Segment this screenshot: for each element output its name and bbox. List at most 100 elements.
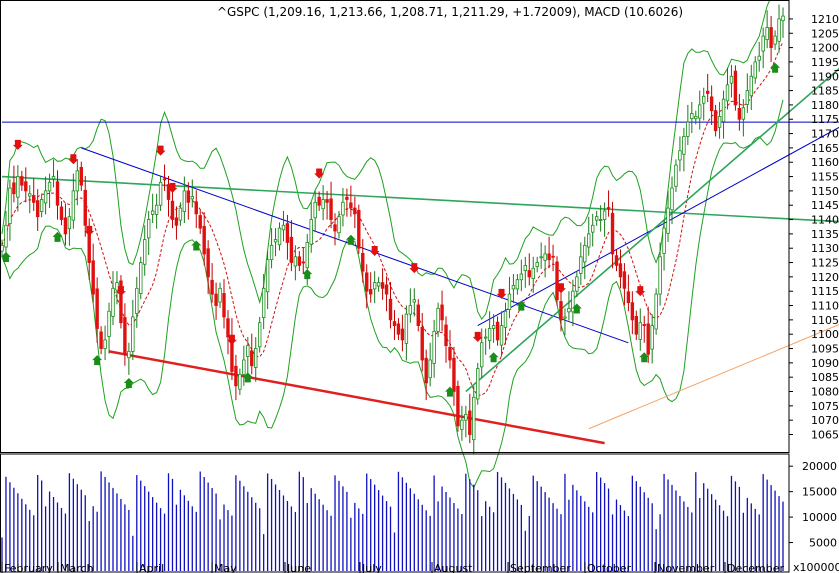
candle-body (16, 176, 20, 198)
candle-body (194, 201, 198, 215)
candle-body (495, 321, 500, 341)
candle-body (4, 224, 8, 248)
candle-body (563, 316, 567, 319)
price-tick-label: 1120 (811, 271, 839, 284)
candle-body (587, 233, 591, 248)
month-label: June (286, 562, 311, 573)
candle-body (365, 272, 369, 292)
candle-body (753, 61, 757, 79)
buy-arrow (516, 300, 527, 311)
candle-body (372, 282, 377, 290)
candle-body (606, 207, 611, 209)
candle-body (507, 293, 512, 310)
candle-body (713, 110, 718, 132)
sell-arrow (12, 139, 23, 150)
candle-body (781, 15, 785, 22)
price-tick-label: 1180 (811, 99, 839, 112)
price-tick-label: 1130 (811, 242, 839, 255)
month-label: February (4, 562, 53, 573)
candle-body (678, 150, 682, 161)
candle-body (725, 84, 730, 102)
candle-body (487, 328, 492, 341)
candle-body (598, 219, 603, 221)
candle-body (670, 187, 674, 211)
candle-body (602, 210, 607, 220)
candle-body (618, 263, 623, 278)
candle-body (337, 216, 341, 234)
candle-body (380, 282, 385, 289)
candle-body (404, 313, 409, 344)
candle-body (246, 345, 250, 357)
price-tick-label: 1110 (811, 300, 839, 313)
sell-arrow (167, 182, 178, 193)
candle-body (702, 95, 706, 104)
candle-body (499, 325, 504, 346)
buy-arrow (92, 355, 103, 366)
candle-body (12, 182, 16, 195)
candle-body (515, 279, 520, 290)
volume-tick-label: 15000 (802, 486, 837, 499)
candle-body (32, 195, 36, 203)
candle-body (222, 293, 226, 318)
candle-body (368, 289, 373, 295)
trend-line (1, 175, 839, 223)
candle-body (131, 316, 135, 352)
price-tick-label: 1115 (811, 285, 839, 298)
price-tick-label: 1210 (811, 13, 839, 26)
sell-arrow (472, 331, 483, 342)
candle-body (392, 321, 397, 326)
candle-body (511, 285, 516, 290)
price-panel (0, 0, 839, 489)
upper-band-line (1, 0, 771, 321)
candle-body (765, 27, 769, 40)
candle-body (773, 35, 777, 45)
candle-body (341, 201, 345, 216)
price-tick-label: 1195 (811, 56, 839, 69)
candle-body (226, 318, 230, 338)
price-tick-label: 1070 (811, 414, 839, 427)
candle-body (8, 187, 12, 224)
candle-body (103, 339, 107, 349)
candle-body (59, 206, 64, 220)
candle-body (170, 200, 175, 220)
candle-body (436, 307, 440, 332)
candle-body (325, 199, 329, 203)
volume-tick-label: 20000 (802, 460, 837, 473)
price-tick-label: 1135 (811, 228, 839, 241)
candle-body (83, 189, 87, 226)
price-tick-label: 1125 (811, 257, 839, 270)
buy-arrow (191, 240, 202, 251)
candle-body (150, 210, 155, 215)
price-tick-label: 1165 (811, 142, 839, 155)
volume-frame (0, 453, 790, 573)
buy-arrow (242, 372, 253, 383)
candle-body (301, 261, 305, 264)
candle-body (777, 18, 781, 42)
candle-body (472, 396, 476, 441)
candle-body (567, 307, 571, 313)
price-tick-label: 1105 (811, 314, 839, 327)
month-label: August (434, 562, 473, 573)
candle-body (293, 256, 298, 267)
candle-body (71, 190, 76, 221)
candle-body (285, 223, 290, 243)
candle-body (535, 262, 539, 267)
price-tick-label: 1075 (811, 400, 839, 413)
candle-body (162, 178, 167, 181)
candle-body (646, 323, 650, 355)
candle-body (178, 207, 183, 221)
candle-body (468, 410, 472, 435)
candle-body (460, 419, 464, 430)
candle-body (420, 326, 424, 361)
candle-body (67, 216, 72, 230)
candle-body (674, 164, 678, 187)
candle-body (745, 90, 750, 105)
candle-body (55, 181, 60, 206)
candle-body (376, 282, 381, 287)
candle-body (650, 325, 654, 350)
candle-body (709, 96, 714, 112)
candle-body (234, 365, 238, 387)
candle-body (396, 323, 401, 335)
candle-body (75, 170, 80, 192)
candle-body (757, 55, 761, 61)
